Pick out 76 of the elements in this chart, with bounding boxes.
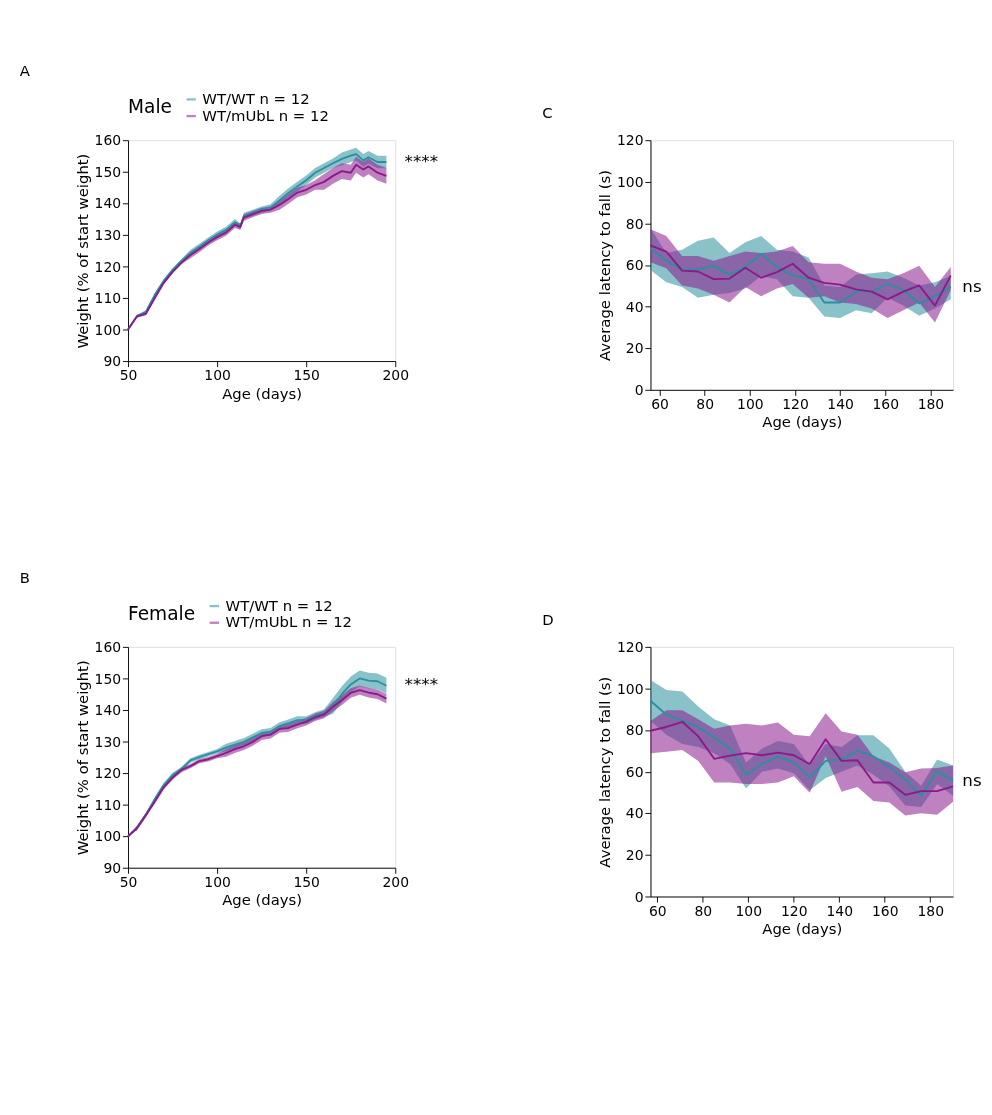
- x-tick-label: 200: [382, 367, 410, 384]
- y-tick-label: 120: [94, 258, 122, 275]
- y-axis-title: Weight (% of start weight): [74, 660, 92, 856]
- y-tick-label: 120: [617, 132, 644, 149]
- y-tick-label: 0: [634, 381, 644, 398]
- x-tick-label: 120: [782, 395, 809, 412]
- legend-title: Female: [128, 602, 196, 624]
- legend-label: WT/WT n = 12: [225, 596, 333, 614]
- x-tick-label: 160: [871, 902, 899, 919]
- y-tick-label: 100: [94, 321, 122, 338]
- y-tick-label: 80: [625, 722, 644, 739]
- y-tick-label: 140: [94, 702, 122, 719]
- x-tick-label: 80: [696, 395, 714, 412]
- x-tick-label: 100: [204, 367, 231, 384]
- chart-title: D: [542, 610, 554, 628]
- x-tick-label: 100: [737, 395, 764, 412]
- x-tick-label: 180: [917, 395, 945, 412]
- y-tick-label: 120: [94, 765, 122, 782]
- chart-title: C: [542, 103, 553, 121]
- y-tick-label: 20: [625, 340, 644, 357]
- text: ****: [404, 150, 438, 171]
- y-tick-label: 60: [625, 763, 644, 780]
- x-tick-label: 150: [293, 873, 320, 890]
- x-axis-title: Age (days): [222, 384, 303, 402]
- text: ****: [404, 674, 438, 695]
- y-tick-label: 60: [625, 257, 644, 274]
- x-tick-label: 200: [382, 873, 410, 890]
- y-tick-label: 90: [103, 353, 122, 370]
- y-tick-label: 40: [625, 298, 644, 315]
- x-tick-label: 100: [204, 873, 231, 890]
- x-tick-label: 60: [648, 902, 667, 919]
- y-tick-label: 150: [94, 670, 122, 687]
- y-tick-label: 100: [617, 680, 644, 697]
- y-axis-title: Weight (% of start weight): [74, 153, 92, 349]
- chart-title: A: [19, 62, 31, 80]
- legend-label: WT/WT n = 12: [202, 90, 310, 108]
- y-tick-label: 80: [625, 215, 644, 232]
- text: ns: [962, 769, 982, 790]
- y-tick-label: 120: [617, 639, 644, 655]
- x-tick-label: 60: [651, 395, 669, 412]
- legend-label: WT/mUbL n = 12: [225, 613, 353, 631]
- x-axis-title: Age (days): [222, 891, 303, 909]
- x-tick-label: 180: [917, 902, 945, 919]
- text: ns: [962, 275, 982, 296]
- x-tick-label: 140: [827, 395, 854, 412]
- y-tick-label: 40: [625, 805, 644, 822]
- y-tick-label: 100: [94, 828, 122, 845]
- x-tick-label: 120: [781, 902, 808, 919]
- x-tick-label: 100: [735, 902, 763, 919]
- y-tick-label: 130: [94, 226, 122, 243]
- legend-title: Male: [128, 96, 172, 118]
- x-tick-label: 150: [293, 367, 320, 384]
- y-tick-label: 110: [94, 796, 122, 813]
- line-series: [649, 720, 954, 796]
- x-tick-label: 80: [694, 902, 713, 919]
- line-series: [649, 699, 954, 797]
- y-tick-label: 160: [94, 639, 122, 655]
- y-axis-title: Average latency to fall (s): [596, 676, 614, 868]
- y-tick-label: 130: [94, 733, 122, 750]
- y-tick-label: 90: [103, 859, 122, 876]
- legend-label: WT/mUbL n = 12: [202, 106, 329, 124]
- x-tick-label: 50: [119, 873, 138, 890]
- y-tick-label: 150: [94, 163, 122, 180]
- x-axis-title: Age (days): [762, 413, 843, 431]
- y-tick-label: 110: [94, 290, 122, 307]
- chart-title: B: [19, 568, 31, 586]
- x-tick-label: 140: [826, 902, 854, 919]
- y-tick-label: 140: [94, 195, 122, 212]
- y-axis-title: Average latency to fall (s): [596, 170, 614, 361]
- y-tick-label: 20: [625, 847, 644, 864]
- y-tick-label: 0: [634, 888, 644, 905]
- y-tick-label: 160: [94, 132, 122, 149]
- x-tick-label: 160: [872, 395, 900, 412]
- x-axis-title: Age (days): [762, 920, 843, 938]
- x-tick-label: 50: [119, 367, 138, 384]
- y-tick-label: 100: [617, 173, 644, 190]
